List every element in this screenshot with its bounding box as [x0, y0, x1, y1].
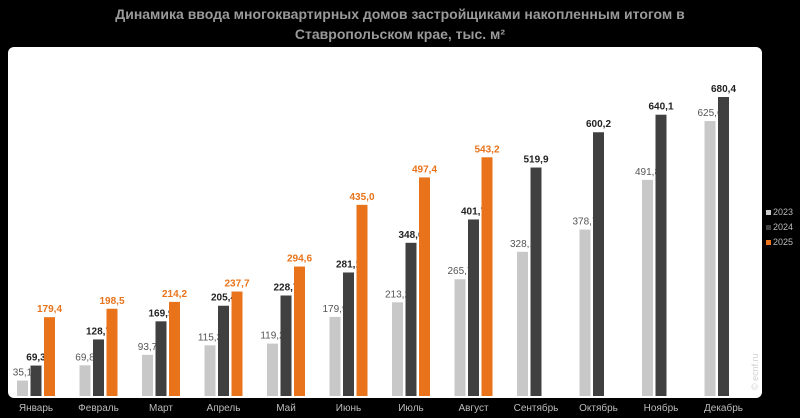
bar [481, 157, 493, 396]
x-tick-label: Октябрь [579, 402, 618, 414]
bar [17, 380, 28, 396]
bar [468, 219, 479, 396]
bar [593, 132, 604, 396]
bar [30, 365, 42, 396]
value-label: 115,3 [198, 332, 223, 343]
bar [204, 345, 216, 396]
x-tick-label: Ноябрь [644, 402, 679, 414]
x-tick-label: Январь [19, 403, 53, 414]
value-label: 205,4 [211, 293, 236, 304]
value-label: 119,2 [260, 331, 285, 342]
bar [356, 204, 368, 396]
x-tick-label: Февраль [78, 403, 119, 414]
bar [218, 305, 229, 396]
legend-swatch [766, 210, 771, 215]
value-label: 281,1 [336, 259, 361, 270]
bar [44, 317, 55, 396]
value-label: 328,1 [510, 239, 535, 250]
x-tick-label: Май [276, 403, 296, 414]
value-label: 640,1 [648, 102, 673, 113]
bar [454, 279, 466, 396]
value-label: 497,4 [412, 164, 437, 175]
value-label: 265,7 [447, 266, 472, 277]
bar [329, 316, 341, 396]
bar [280, 295, 292, 396]
value-label: 519,9 [523, 155, 548, 166]
value-label: 680,4 [711, 84, 736, 95]
bar [106, 308, 118, 396]
value-label: 169,9 [148, 308, 173, 319]
value-label: 93,7 [138, 342, 158, 353]
bar [642, 179, 653, 396]
value-label: 543,2 [474, 144, 499, 155]
value-label: 237,7 [224, 279, 249, 290]
bar [267, 343, 278, 396]
bar [517, 251, 528, 396]
x-tick-label: Сентябрь [514, 402, 559, 414]
x-tick-label: Август [458, 403, 489, 414]
bar [155, 321, 167, 396]
bar [704, 121, 716, 396]
legend-label: 2023 [773, 207, 793, 217]
bar [655, 114, 667, 397]
value-label: 294,6 [287, 254, 312, 265]
value-label: 128,7 [86, 326, 111, 337]
value-label: 600,2 [586, 119, 611, 130]
value-label: 348,6 [398, 230, 423, 241]
value-label: 179,9 [322, 304, 347, 315]
value-label: 378,7 [572, 217, 597, 228]
legend-swatch [766, 225, 771, 230]
bar [79, 365, 91, 396]
bar [93, 339, 104, 396]
x-tick-label: Июнь [336, 403, 361, 414]
value-label: 69,3 [26, 353, 46, 364]
legend-label: 2025 [773, 237, 793, 247]
x-tick-label: Апрель [207, 403, 241, 414]
chart-title: Динамика ввода многоквартирных домов зас… [115, 6, 685, 42]
value-label: 401,7 [461, 206, 486, 217]
value-label: 214,2 [162, 289, 187, 300]
bar [392, 302, 403, 396]
x-tick-label: Июль [398, 403, 424, 414]
bar [530, 167, 542, 396]
bar [405, 242, 417, 396]
value-label: 35,1 [13, 368, 33, 379]
bar [419, 177, 430, 396]
watermark: © ecnf.ru [750, 353, 760, 390]
bar [294, 266, 305, 396]
plot-panel [8, 47, 762, 398]
legend-label: 2024 [773, 222, 793, 232]
bar [718, 97, 729, 396]
legend-swatch [766, 240, 771, 245]
bar [169, 301, 180, 396]
value-label: 198,5 [99, 296, 124, 307]
value-label: 69,8 [75, 352, 95, 363]
value-label: 435,0 [349, 192, 374, 203]
bar [231, 291, 243, 396]
value-label: 213,2 [385, 289, 410, 300]
bar [343, 272, 354, 396]
value-label: 228,7 [273, 282, 298, 293]
bar [142, 354, 153, 396]
value-label: 179,4 [37, 304, 62, 315]
x-tick-label: Март [149, 403, 173, 414]
x-tick-label: Декабрь [704, 402, 743, 414]
value-label: 491,8 [635, 167, 660, 178]
value-label: 625,6 [697, 108, 722, 119]
bar [579, 229, 591, 396]
